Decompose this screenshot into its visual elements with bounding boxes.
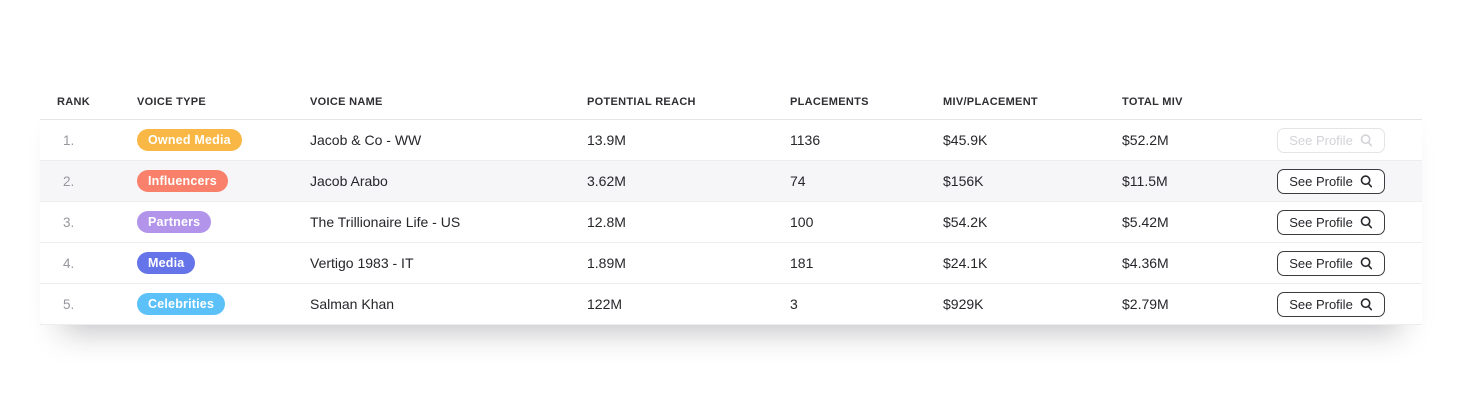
potential-reach-value: 1.89M	[587, 255, 626, 271]
table-row: 3. Partners The Trillionaire Life - US 1…	[40, 202, 1422, 243]
miv-placement-value: $929K	[943, 296, 984, 312]
voice-type-badge: Influencers	[137, 170, 228, 192]
voice-type-cell: Owned Media	[137, 129, 310, 151]
see-profile-button: See Profile	[1277, 127, 1385, 153]
placements-value: 181	[790, 255, 814, 271]
placements-value: 100	[790, 214, 814, 230]
column-header-placements: PLACEMENTS	[790, 96, 869, 108]
miv-placement-value: $24.1K	[943, 255, 988, 271]
search-icon	[1360, 215, 1372, 228]
voices-leaderboard-table: RANK VOICE TYPE VOICE NAME POTENTIAL REA…	[40, 85, 1422, 325]
see-profile-label: See Profile	[1289, 214, 1353, 230]
potential-reach-value: 122M	[587, 296, 623, 312]
table-header-row: RANK VOICE TYPE VOICE NAME POTENTIAL REA…	[40, 85, 1422, 120]
rank-value: 4.	[63, 255, 75, 271]
total-miv-value: $5.42M	[1122, 214, 1169, 230]
column-header-miv-placement: MIV/PLACEMENT	[943, 96, 1038, 108]
table-row: 4. Media Vertigo 1983 - IT 1.89M 181 $24…	[40, 243, 1422, 284]
potential-reach-value: 3.62M	[587, 173, 626, 189]
search-icon	[1360, 174, 1372, 187]
rank-value: 3.	[63, 214, 75, 230]
search-icon	[1360, 133, 1372, 146]
total-miv-value: $2.79M	[1122, 296, 1169, 312]
column-header-voice-name: VOICE NAME	[310, 96, 383, 108]
voice-type-cell: Partners	[137, 211, 310, 233]
see-profile-button[interactable]: See Profile	[1277, 291, 1385, 317]
actions-cell: See Profile	[1277, 127, 1422, 153]
voice-name-value: Vertigo 1983 - IT	[310, 255, 414, 271]
rank-value: 1.	[63, 132, 75, 148]
miv-placement-value: $156K	[943, 173, 984, 189]
table-row: 5. Celebrities Salman Khan 122M 3 $929K …	[40, 284, 1422, 325]
total-miv-value: $4.36M	[1122, 255, 1169, 271]
see-profile-button[interactable]: See Profile	[1277, 250, 1385, 276]
column-header-total-miv: TOTAL MIV	[1122, 96, 1183, 108]
voice-type-badge: Media	[137, 252, 196, 274]
actions-cell: See Profile	[1277, 209, 1422, 235]
placements-value: 3	[790, 296, 798, 312]
actions-cell: See Profile	[1277, 168, 1422, 194]
see-profile-button[interactable]: See Profile	[1277, 209, 1385, 235]
see-profile-label: See Profile	[1289, 296, 1353, 312]
placements-value: 1136	[790, 132, 821, 148]
column-header-voice-type: VOICE TYPE	[137, 96, 207, 108]
table-row: 2. Influencers Jacob Arabo 3.62M 74 $156…	[40, 161, 1422, 202]
voice-type-cell: Influencers	[137, 170, 310, 192]
voice-type-badge: Celebrities	[137, 293, 226, 315]
rank-value: 5.	[63, 296, 75, 312]
actions-cell: See Profile	[1277, 291, 1422, 317]
column-header-rank: RANK	[57, 96, 90, 108]
voice-type-badge: Partners	[137, 211, 212, 233]
search-icon	[1360, 256, 1372, 269]
table-row: 1. Owned Media Jacob & Co - WW 13.9M 113…	[40, 120, 1422, 161]
voice-name-value: Salman Khan	[310, 296, 395, 312]
potential-reach-value: 12.8M	[587, 214, 626, 230]
search-icon	[1360, 297, 1372, 310]
see-profile-label: See Profile	[1289, 173, 1353, 189]
voice-type-badge: Owned Media	[137, 129, 242, 151]
column-header-potential-reach: POTENTIAL REACH	[587, 96, 696, 108]
voice-type-cell: Celebrities	[137, 293, 310, 315]
see-profile-label: See Profile	[1289, 132, 1353, 148]
placements-value: 74	[790, 173, 806, 189]
potential-reach-value: 13.9M	[587, 132, 626, 148]
total-miv-value: $11.5M	[1122, 173, 1168, 189]
see-profile-button[interactable]: See Profile	[1277, 168, 1385, 194]
voice-type-cell: Media	[137, 252, 310, 274]
miv-placement-value: $45.9K	[943, 132, 988, 148]
miv-placement-value: $54.2K	[943, 214, 988, 230]
voice-name-value: The Trillionaire Life - US	[310, 214, 461, 230]
voice-name-value: Jacob Arabo	[310, 173, 388, 189]
actions-cell: See Profile	[1277, 250, 1422, 276]
rank-value: 2.	[63, 173, 75, 189]
see-profile-label: See Profile	[1289, 255, 1353, 271]
voice-name-value: Jacob & Co - WW	[310, 132, 422, 148]
total-miv-value: $52.2M	[1122, 132, 1169, 148]
